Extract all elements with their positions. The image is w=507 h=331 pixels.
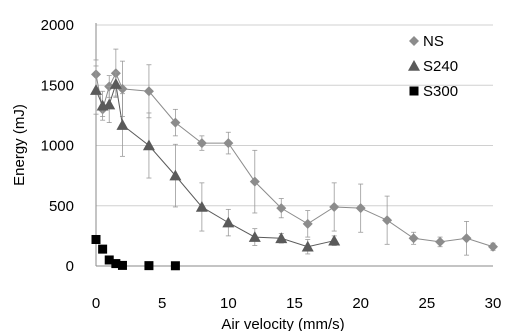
data-point [196,138,207,149]
data-point [109,78,122,89]
data-point [117,260,127,270]
legend-label-s240: S240 [423,58,458,75]
data-point [103,98,116,110]
legend-marker [409,36,419,46]
data-point [170,117,181,128]
data-point [144,261,154,271]
data-point [275,232,288,244]
data-point [195,200,208,212]
x-tick-label: 10 [220,295,237,312]
data-point [249,176,260,187]
data-point [143,86,154,97]
data-point [435,236,446,247]
series-s300 [91,234,180,271]
data-point [116,119,129,130]
data-point [301,240,314,252]
x-tick-label: 15 [286,295,303,312]
data-point [276,203,287,214]
data-point [382,215,393,226]
y-tick-label: 500 [49,198,74,215]
data-point [248,231,261,242]
data-point [329,201,340,212]
data-point [169,169,182,181]
legend-label-ns: NS [423,33,444,50]
x-tick-label: 30 [485,295,502,312]
data-point [302,218,313,229]
data-point [408,233,419,244]
legend: NS S240 S300 [408,33,458,100]
y-tick-label: 0 [66,258,74,275]
data-point [222,216,235,228]
legend-marker [408,60,420,71]
data-point [104,255,114,265]
series-line [95,83,335,248]
data-point [98,244,108,254]
axes: 0 500 1000 1500 2000 0 5 10 15 20 25 30 [41,17,502,312]
x-tick-label: 25 [418,295,435,312]
x-tick-label: 0 [92,295,100,312]
data-point [223,138,234,149]
data-point [355,203,366,214]
data-point [142,139,155,151]
data-point [328,234,341,246]
data-point [111,259,121,269]
x-tick-label: 20 [352,295,369,312]
series-s240 [90,65,341,255]
series-layer [90,48,498,271]
legend-label-s300: S300 [423,83,458,100]
x-axis-title: Air velocity (mm/s) [221,316,344,331]
grid-lines [96,24,493,207]
legend-marker [409,86,419,96]
y-axis-title: Energy (mJ) [11,104,28,186]
data-point [91,234,101,244]
data-point [90,84,102,95]
data-point [488,241,498,252]
y-tick-label: 2000 [41,17,74,34]
y-tick-label: 1500 [41,77,74,94]
series-ns [91,48,498,256]
x-tick-label: 5 [158,295,166,312]
data-point [461,233,472,244]
y-tick-label: 1000 [41,138,74,155]
data-point [170,261,180,271]
